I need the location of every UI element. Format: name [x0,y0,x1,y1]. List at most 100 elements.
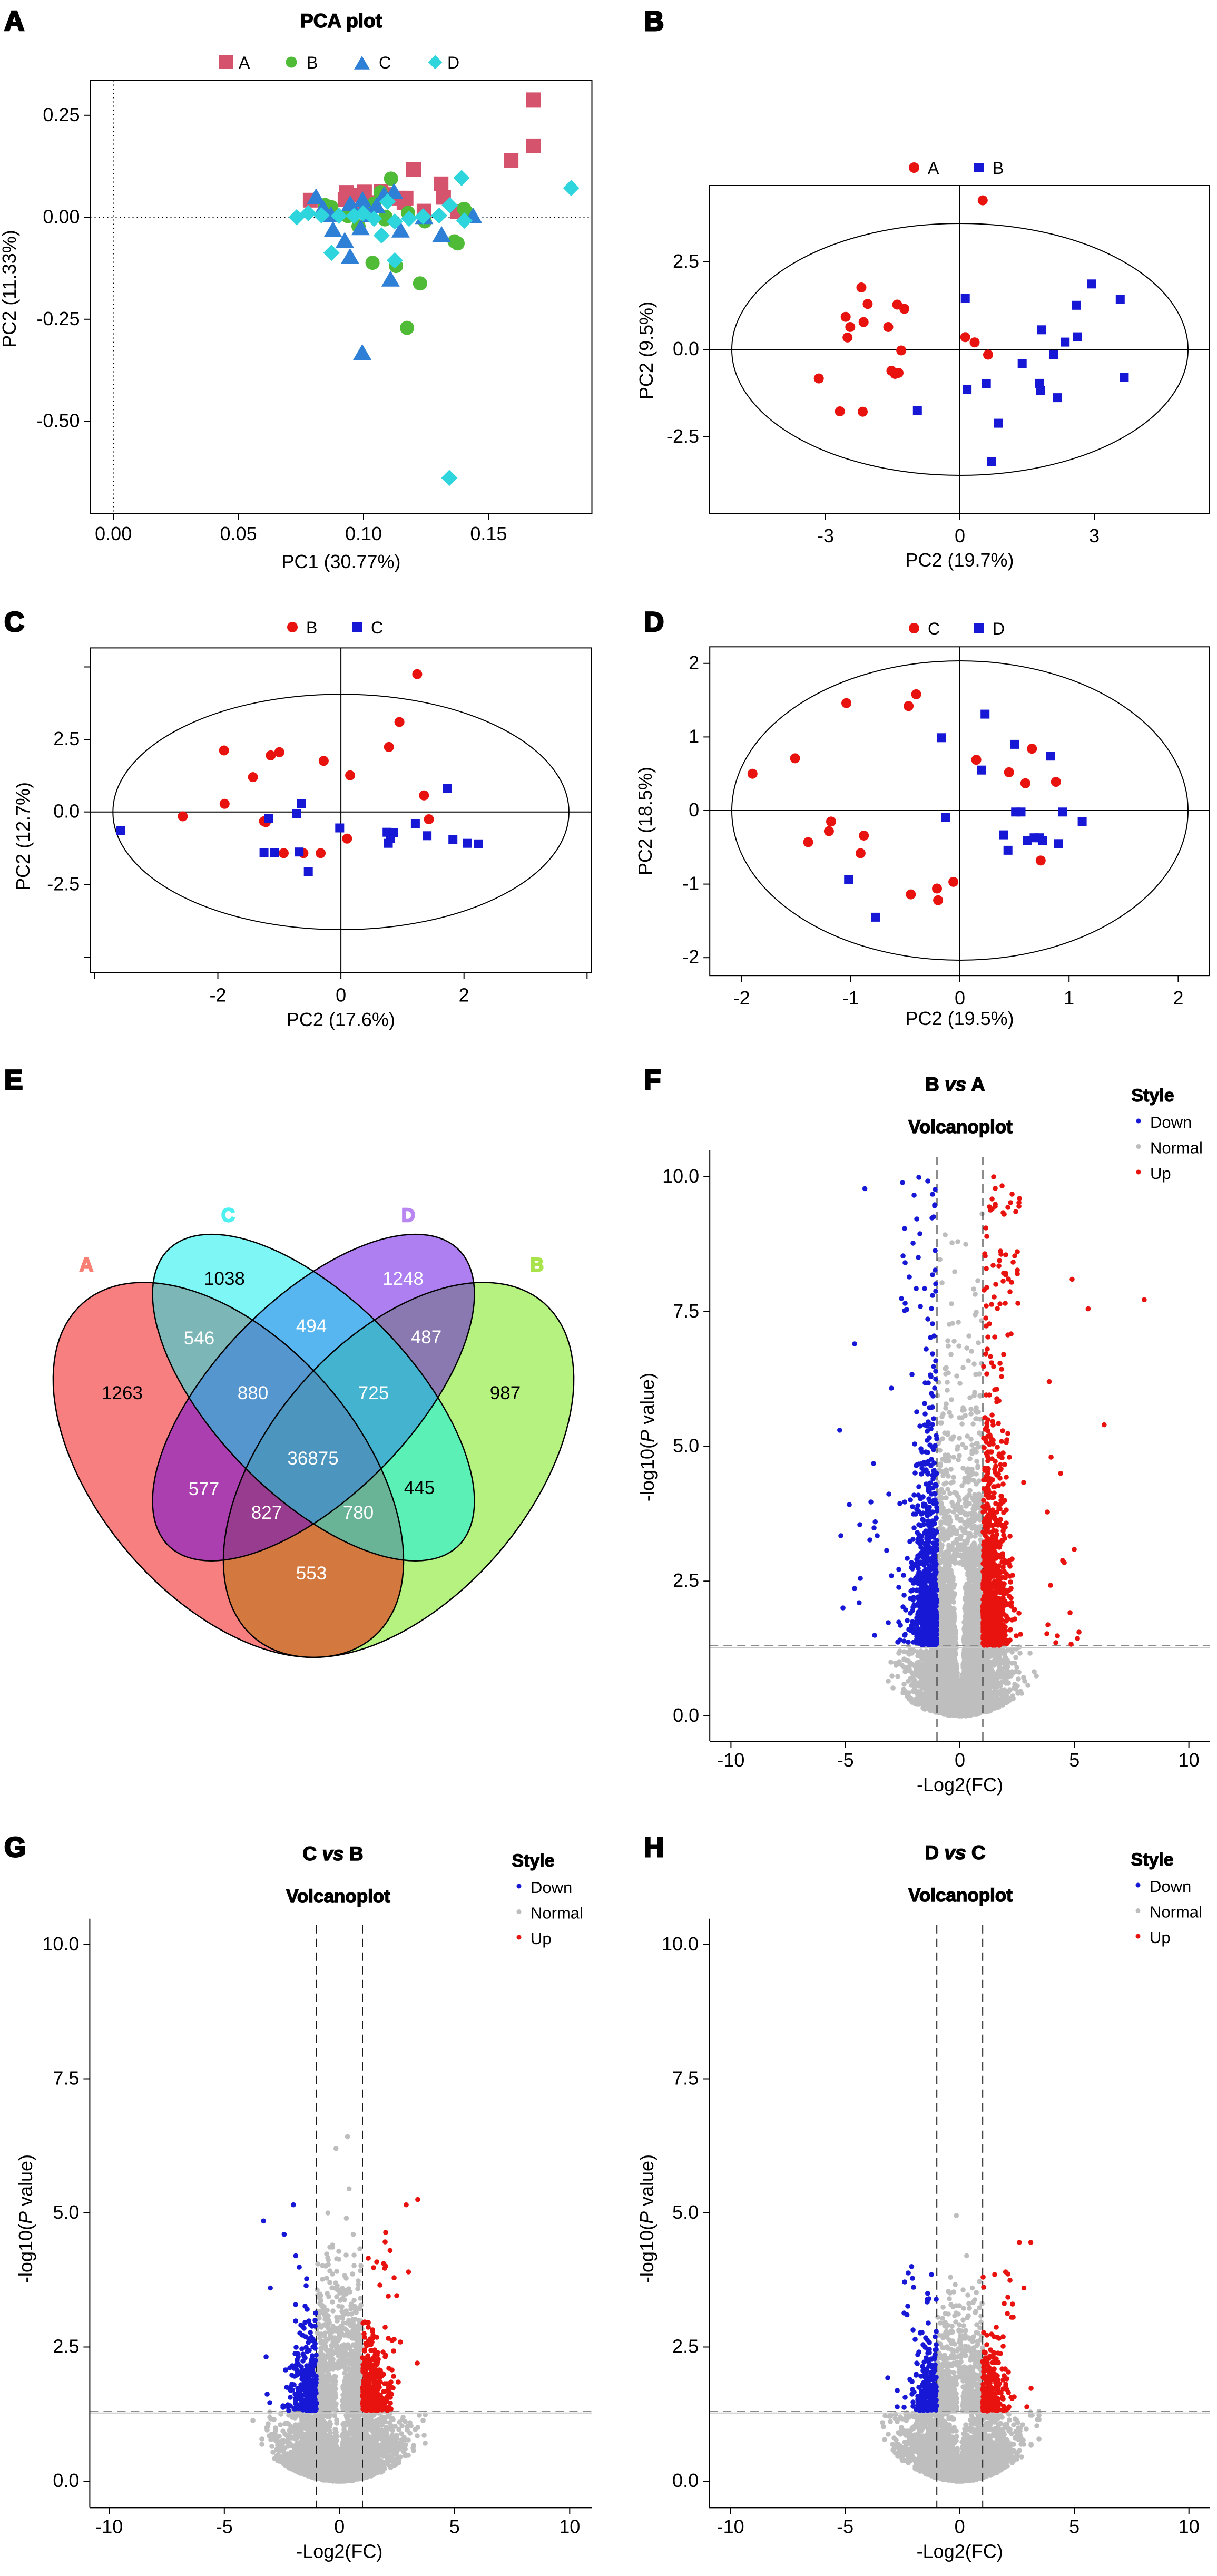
svg-text:0.10: 0.10 [345,523,382,544]
svg-text:C: C [928,619,940,638]
svg-text:1: 1 [689,725,699,747]
svg-text:2: 2 [689,652,699,674]
svg-text:2: 2 [459,984,469,1006]
svg-text:Down: Down [531,1878,572,1897]
svg-text:-2.5: -2.5 [666,425,699,447]
svg-text:2: 2 [1173,987,1183,1009]
svg-text:827: 827 [251,1502,282,1523]
svg-text:H: H [644,1832,664,1863]
svg-text:2.5: 2.5 [673,250,699,272]
svg-text:D: D [993,619,1005,638]
svg-text:0.0: 0.0 [53,2470,79,2491]
svg-text:0: 0 [955,2515,965,2537]
svg-text:-log10(P value): -log10(P value) [636,2154,657,2283]
svg-text:-log10(P value): -log10(P value) [636,1373,658,1501]
svg-text:0.0: 0.0 [673,1704,699,1726]
svg-text:B: B [307,53,318,72]
svg-text:-Log2(FC): -Log2(FC) [917,2540,1003,2562]
svg-text:C: C [379,53,391,72]
svg-text:A: A [928,159,939,178]
svg-text:0.05: 0.05 [220,523,257,544]
svg-text:-Log2(FC): -Log2(FC) [917,1774,1003,1796]
svg-text:D: D [401,1204,415,1226]
svg-text:10: 10 [1179,2515,1200,2537]
svg-text:725: 725 [358,1383,389,1403]
svg-text:0: 0 [955,987,965,1009]
svg-text:PC2 (19.5%): PC2 (19.5%) [906,1008,1014,1029]
svg-text:-10: -10 [95,2515,123,2537]
svg-text:5.0: 5.0 [672,2201,699,2223]
svg-text:Normal: Normal [1150,1903,1202,1921]
svg-text:0.15: 0.15 [470,523,507,544]
svg-text:PC2 (18.5%): PC2 (18.5%) [634,767,656,875]
svg-text:F: F [644,1065,661,1096]
svg-text:7.5: 7.5 [673,1300,699,1322]
svg-text:PC2 (11.33%): PC2 (11.33%) [0,230,20,347]
svg-text:10: 10 [559,2515,580,2537]
svg-text:-5: -5 [837,1749,854,1771]
svg-text:Down: Down [1150,1877,1191,1896]
svg-text:553: 553 [296,1563,327,1584]
svg-text:1263: 1263 [102,1383,143,1403]
svg-text:PC1 (30.77%): PC1 (30.77%) [281,551,400,572]
svg-text:0: 0 [334,2515,345,2537]
svg-text:0.00: 0.00 [95,523,132,544]
svg-text:A: A [4,6,24,37]
svg-text:780: 780 [343,1502,374,1523]
svg-text:0.0: 0.0 [53,801,80,822]
svg-text:B: B [530,1254,544,1275]
svg-text:10: 10 [1179,1749,1200,1771]
svg-text:-2: -2 [682,946,699,968]
svg-text:1: 1 [1064,987,1074,1009]
svg-text:C: C [371,618,383,637]
svg-text:-3: -3 [817,525,834,547]
svg-text:PCA plot: PCA plot [300,10,382,32]
svg-text:-Log2(FC): -Log2(FC) [296,2540,382,2562]
svg-text:PC2 (17.6%): PC2 (17.6%) [287,1009,395,1030]
svg-text:10.0: 10.0 [42,1933,79,1955]
svg-text:B: B [993,159,1004,178]
svg-text:546: 546 [184,1328,214,1349]
svg-text:5.0: 5.0 [673,1435,699,1457]
svg-text:-2: -2 [733,987,750,1009]
svg-text:-0.50: -0.50 [36,409,80,431]
svg-text:987: 987 [490,1383,521,1403]
svg-text:-log10(P value): -log10(P value) [15,2154,36,2283]
svg-text:-2: -2 [209,984,226,1006]
svg-text:B vs A: B vs A [925,1074,985,1095]
svg-text:7.5: 7.5 [672,2067,699,2089]
svg-text:PC2 (12.7%): PC2 (12.7%) [12,782,34,891]
svg-text:5: 5 [1069,2515,1079,2537]
svg-text:C: C [221,1204,235,1226]
svg-text:Style: Style [1131,1086,1174,1106]
svg-text:D vs C: D vs C [925,1842,985,1863]
svg-text:-0.25: -0.25 [36,308,80,329]
svg-text:1038: 1038 [204,1269,245,1289]
svg-text:5: 5 [449,2515,460,2537]
svg-text:-1: -1 [842,987,859,1009]
svg-text:445: 445 [404,1478,435,1498]
svg-text:36875: 36875 [287,1448,338,1469]
svg-text:E: E [4,1065,23,1096]
svg-text:B: B [306,618,317,637]
svg-text:Up: Up [1150,1928,1171,1947]
svg-text:B: B [644,6,664,37]
svg-text:5.0: 5.0 [53,2201,79,2223]
svg-text:0: 0 [955,1749,965,1771]
svg-text:Up: Up [531,1929,552,1948]
svg-text:7.5: 7.5 [53,2067,79,2089]
svg-text:PC2 (19.7%): PC2 (19.7%) [905,549,1014,571]
svg-text:577: 577 [189,1479,219,1499]
svg-text:Normal: Normal [1150,1139,1203,1157]
svg-text:D: D [447,53,459,72]
svg-text:3: 3 [1089,525,1100,547]
svg-text:D: D [644,607,664,638]
svg-text:A: A [239,53,250,72]
svg-text:1248: 1248 [382,1269,424,1289]
svg-text:2.5: 2.5 [53,2336,79,2357]
svg-text:0.00: 0.00 [43,206,80,227]
svg-text:-10: -10 [717,1749,744,1771]
svg-text:0.0: 0.0 [673,338,699,359]
svg-text:0.0: 0.0 [672,2470,699,2491]
svg-text:0: 0 [955,525,965,547]
